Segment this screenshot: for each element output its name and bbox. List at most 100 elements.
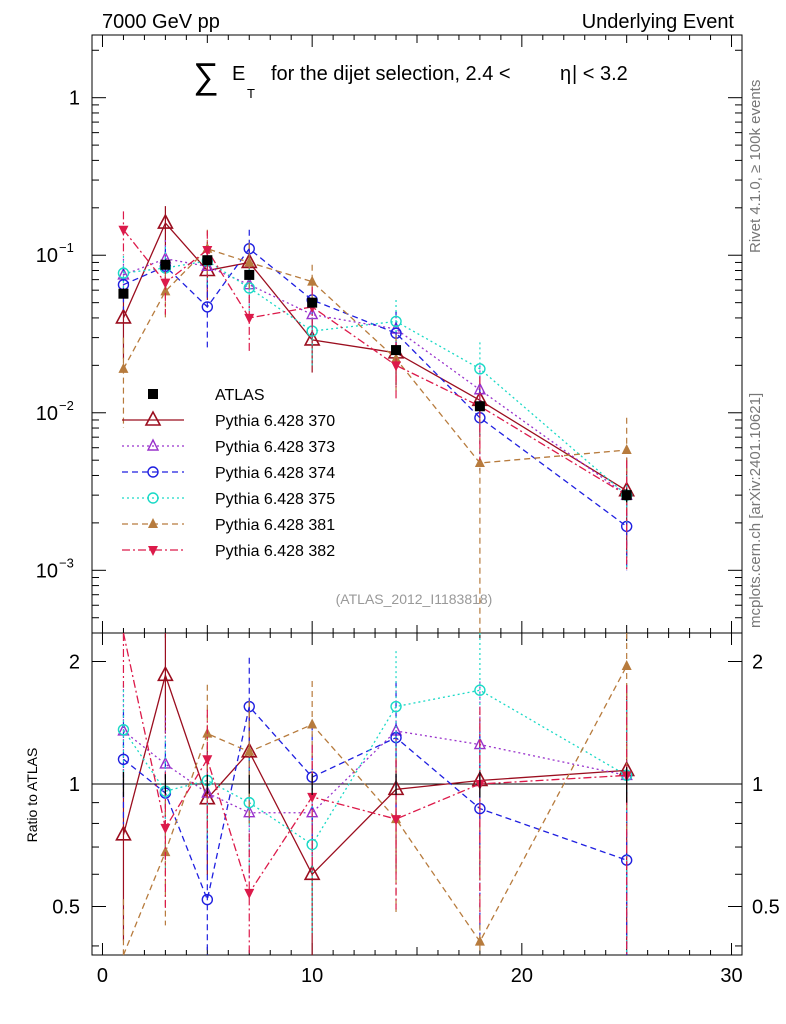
data-point [244, 269, 255, 280]
data-point [390, 315, 402, 328]
data-point [202, 255, 213, 266]
series-line-p370 [122, 221, 628, 492]
series-line-p382 [122, 229, 628, 496]
ratio-point [391, 815, 402, 826]
y-tick-label-base: 10 [36, 560, 58, 582]
data-point [307, 275, 318, 286]
title-end: | < 3.2 [572, 63, 628, 85]
header-left: 7000 GeV pp [102, 11, 220, 33]
series-p373 [117, 239, 633, 571]
ratio-series-ATLAS [122, 767, 628, 803]
legend-marker [146, 438, 160, 451]
title-text: for the dijet selection, 2.4 < [271, 63, 511, 85]
ratio-line-p375 [122, 689, 628, 846]
data-point [160, 278, 171, 289]
rivet-label: Rivet 4.1.0, ≥ 100k events [747, 80, 764, 253]
ratio-y-tick-label-right: 2 [752, 652, 763, 674]
y-tick-label: 10 −3 [36, 555, 74, 582]
ratio-y-tick-label: 2 [69, 652, 80, 674]
x-tick-label: 0 [97, 965, 108, 987]
legend-marker [148, 546, 158, 556]
ratio-point [474, 935, 485, 946]
legend-label: Pythia 6.428 381 [215, 517, 335, 534]
ratio-line-p374 [123, 705, 627, 902]
legend-item-p370: Pythia 6.428 370 [122, 410, 335, 430]
title-eta: η [560, 63, 571, 85]
ratio-y-tick-label: 1 [69, 774, 80, 796]
main-panel-frame [91, 34, 743, 634]
ratio-point [117, 753, 130, 765]
ratio-point [307, 718, 318, 729]
mcplots-label: mcplots.cern.ch [arXiv:2401.10621] [747, 393, 764, 628]
data-point [117, 267, 130, 279]
ratio-point [244, 745, 255, 756]
ratio-series-p370 [115, 633, 636, 955]
ratio-series-p375 [117, 633, 633, 955]
title-e: E [232, 63, 245, 85]
legend-marker [144, 410, 162, 426]
data-point [118, 288, 129, 299]
data-point [202, 245, 213, 256]
legend-label: Pythia 6.428 374 [215, 465, 335, 482]
legend-item-p381: Pythia 6.428 381 [122, 517, 335, 534]
data-point [474, 456, 485, 467]
ratio-series-layer [115, 632, 636, 956]
series-line-p375 [123, 260, 628, 496]
series-line-p381 [122, 247, 627, 464]
y-tick-label-exp: −1 [59, 240, 74, 255]
legend-label: ATLAS [215, 387, 265, 404]
series-ATLAS [118, 255, 632, 503]
ratio-point [243, 796, 255, 809]
ratio-point [157, 665, 174, 682]
data-point [621, 444, 632, 455]
x-tick-label: 20 [511, 965, 533, 987]
data-point [160, 259, 171, 270]
legend-label: Pythia 6.428 375 [215, 491, 335, 508]
series-line-p373 [123, 258, 628, 496]
data-point [118, 225, 129, 236]
ratio-panel-frame [91, 632, 743, 956]
legend: ATLAS Pythia 6.428 370 Pythia 6.428 373 Pyt… [122, 387, 335, 560]
title-sum-symbol: ∑ [193, 55, 219, 96]
ratio-axis-label: Ratio to ATLAS [24, 748, 40, 843]
y-tick-label-base: 10 [36, 245, 58, 267]
ratio-series-p381 [122, 633, 632, 956]
ratio-point [160, 846, 171, 857]
legend-item-p382: Pythia 6.428 382 [122, 543, 335, 560]
data-point [118, 362, 129, 373]
ratio-y-tick-label-right: 0.5 [752, 896, 780, 918]
legend-label: Pythia 6.428 373 [215, 439, 335, 456]
legend-item-p374: Pythia 6.428 374 [122, 465, 335, 482]
header-right: Underlying Event [582, 11, 735, 33]
ratio-point [244, 888, 255, 899]
series-p375 [117, 242, 633, 571]
y-tick-label-base: 10 [36, 403, 58, 425]
ratio-y-tick-label: 0.5 [52, 896, 80, 918]
ratio-y-tick-label-right: 1 [752, 774, 763, 796]
data-point [474, 401, 485, 412]
data-point [157, 213, 174, 229]
series-p374 [117, 229, 633, 571]
ratio-line-p373 [123, 730, 627, 814]
plot-title: ∑ E T for the dijet selection, 2.4 < η |… [193, 55, 628, 101]
ratio-point [474, 684, 486, 696]
legend-marker [148, 389, 158, 399]
legend-marker [148, 518, 158, 528]
data-point [621, 490, 632, 501]
y-tick-label-base: 1 [69, 88, 80, 110]
data-point [474, 363, 486, 375]
series-line-p374 [123, 247, 628, 527]
data-point [160, 285, 171, 296]
ratio-point [202, 755, 213, 766]
y-tick-label-exp: −2 [59, 398, 74, 413]
y-tick-label: 1 [69, 88, 80, 110]
data-point [115, 308, 132, 324]
ratio-series-p373 [117, 681, 633, 955]
y-tick-label-exp: −3 [59, 555, 74, 570]
data-point [391, 361, 402, 372]
ratio-series-p382 [122, 632, 632, 955]
data-point [391, 352, 402, 363]
legend-item-p373: Pythia 6.428 373 [122, 438, 335, 456]
series-p370 [115, 206, 636, 558]
